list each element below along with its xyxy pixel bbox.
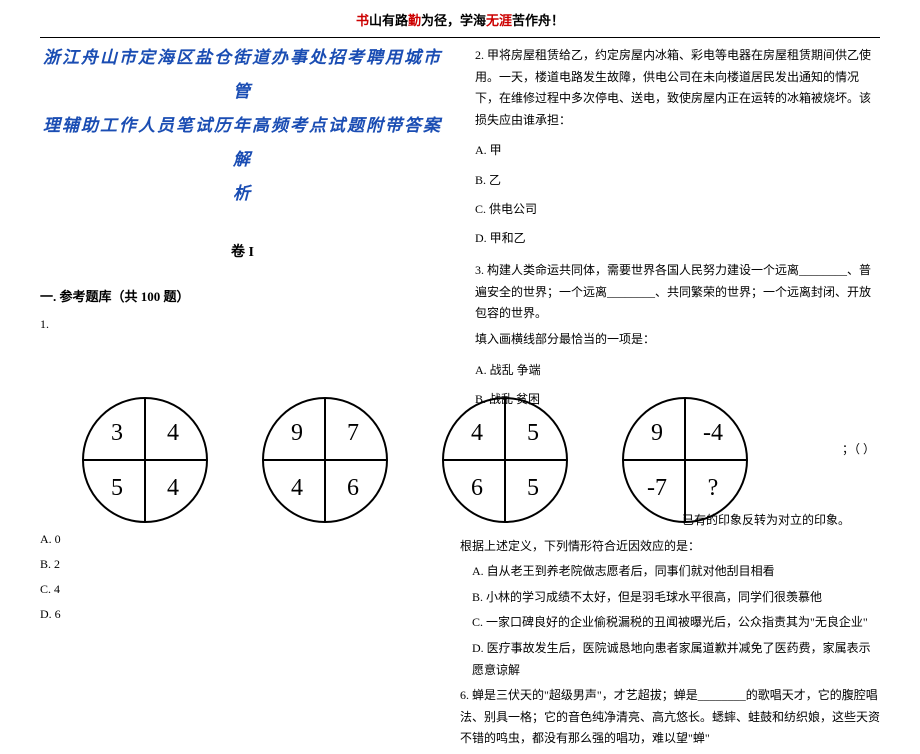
circle-1: 3 4 5 4: [80, 395, 210, 525]
header-motto: 书山有路勤为径，学海无涯苦作舟！: [0, 0, 920, 34]
paren-mark: ；（ ）: [842, 440, 875, 457]
svg-text:4: 4: [167, 420, 179, 446]
motto-p2: 山有路: [369, 13, 408, 28]
q5-a: A. 自从老王到养老院做志愿者后，同事们就对他刮目相看: [460, 561, 880, 583]
q2-opt-a: A. 甲: [475, 141, 880, 160]
title-line3: 析: [40, 177, 445, 211]
motto-red1: 书: [356, 13, 369, 28]
svg-text:4: 4: [291, 475, 303, 501]
q5-stem: 根据上述定义，下列情形符合近因效应的是：: [460, 536, 880, 558]
motto-red2: 勤: [408, 13, 421, 28]
title-line1: 浙江舟山市定海区盐仓街道办事处招考聘用城市管: [40, 41, 445, 109]
left-column: 浙江舟山市定海区盐仓街道办事处招考聘用城市管 理辅助工作人员笔试历年高频考点试题…: [40, 41, 460, 632]
circles-row: 3 4 5 4 9 7 4 6 4 5 6 5: [80, 395, 750, 525]
q1-options: A. 0 B. 2 C. 4 D. 6: [40, 532, 445, 622]
svg-text:5: 5: [527, 475, 539, 501]
section-header: 一. 参考题库（共 100 题）: [40, 286, 445, 305]
svg-text:?: ?: [708, 475, 719, 501]
motto-p6: 苦作舟！: [512, 13, 564, 28]
q3-stem2: 填入画横线部分最恰当的一项是：: [475, 329, 880, 351]
svg-text:9: 9: [291, 420, 303, 446]
svg-text:-7: -7: [647, 475, 667, 501]
svg-text:4: 4: [167, 475, 179, 501]
svg-text:5: 5: [111, 475, 123, 501]
svg-text:6: 6: [347, 475, 359, 501]
document-title: 浙江舟山市定海区盐仓街道办事处招考聘用城市管 理辅助工作人员笔试历年高频考点试题…: [40, 41, 445, 211]
q3-stem1: 3. 构建人类命运共同体，需要世界各国人民努力建设一个远离________、普遍…: [475, 260, 880, 325]
circle-4: 9 -4 -7 ?: [620, 395, 750, 525]
q1-opt-d: D. 6: [40, 607, 445, 622]
svg-text:4: 4: [471, 420, 483, 446]
q3-opt-a: A. 战乱 争端: [475, 361, 880, 380]
svg-text:5: 5: [527, 420, 539, 446]
q5-d: D. 医疗事故发生后，医院诚恳地向患者家属道歉并减免了医药费，家属表示愿意谅解: [460, 638, 880, 681]
motto-p4: 为径，学海: [421, 13, 486, 28]
q5-b: B. 小林的学习成绩不太好，但是羽毛球水平很高，同学们很羡慕他: [460, 587, 880, 609]
q5-pre: 已有的印象反转为对立的印象。: [460, 510, 880, 532]
svg-text:9: 9: [651, 420, 663, 446]
juan-label: 卷 I: [40, 241, 445, 261]
svg-text:6: 6: [471, 475, 483, 501]
top-divider: [40, 37, 880, 38]
title-line2: 理辅助工作人员笔试历年高频考点试题附带答案解: [40, 109, 445, 177]
q2-opt-c: C. 供电公司: [475, 200, 880, 219]
q1-number: 1.: [40, 317, 445, 332]
svg-text:7: 7: [347, 420, 359, 446]
q1-opt-c: C. 4: [40, 582, 445, 597]
q2-opt-b: B. 乙: [475, 171, 880, 190]
q5-c: C. 一家口碑良好的企业偷税漏税的丑闻被曝光后，公众指责其为"无良企业": [460, 612, 880, 634]
q6-stem: 6. 蝉是三伏天的"超级男声"，才艺超拔；蝉是________的歌唱天才，它的腹…: [460, 685, 880, 750]
q1-opt-b: B. 2: [40, 557, 445, 572]
circle-3: 4 5 6 5: [440, 395, 570, 525]
circle-2: 9 7 4 6: [260, 395, 390, 525]
q5-block: 已有的印象反转为对立的印象。 根据上述定义，下列情形符合近因效应的是： A. 自…: [460, 540, 880, 754]
q2-stem: 2. 甲将房屋租赁给乙，约定房屋内冰箱、彩电等电器在房屋租赁期间供乙使用。一天，…: [475, 45, 880, 131]
svg-text:-4: -4: [703, 420, 723, 446]
motto-red3: 无涯: [486, 13, 512, 28]
q2-opt-d: D. 甲和乙: [475, 229, 880, 248]
svg-text:3: 3: [111, 420, 123, 446]
q1-opt-a: A. 0: [40, 532, 445, 547]
